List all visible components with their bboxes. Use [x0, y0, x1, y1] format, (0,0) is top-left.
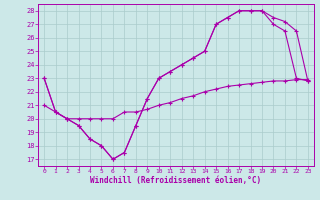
X-axis label: Windchill (Refroidissement éolien,°C): Windchill (Refroidissement éolien,°C): [91, 176, 261, 185]
